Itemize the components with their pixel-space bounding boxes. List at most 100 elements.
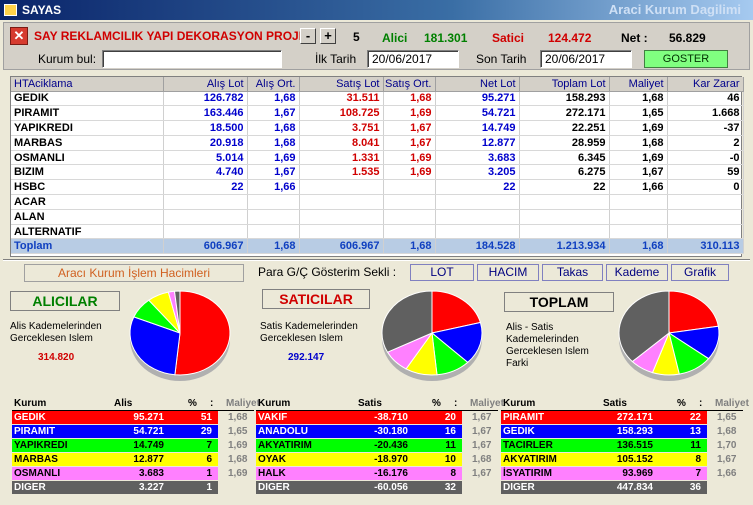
- table-cell: 1.668: [667, 105, 744, 122]
- table-cell: [435, 224, 520, 240]
- row-color-bar: [256, 425, 462, 438]
- minus-button[interactable]: -: [300, 28, 316, 44]
- list-value: -16.176: [374, 468, 408, 479]
- table-row[interactable]: ACAR: [11, 194, 744, 210]
- list-item[interactable]: PIRAMIT 272.171 22 1,65: [501, 411, 743, 425]
- close-icon[interactable]: ✕: [10, 27, 28, 45]
- column-header[interactable]: Satış Ort.: [383, 77, 436, 92]
- column-header[interactable]: Net Lot: [435, 77, 520, 92]
- list-header-label: Satis: [358, 398, 382, 409]
- column-header[interactable]: Kar Zarar: [667, 77, 744, 92]
- table-cell: 1,68: [383, 91, 436, 107]
- list-item[interactable]: AKYATIRIM 105.152 8 1,67: [501, 453, 743, 467]
- list-item[interactable]: OSMANLI 3.683 1 1,69: [12, 467, 254, 481]
- kurum-search-input[interactable]: [102, 50, 282, 68]
- table-cell: 1,67: [247, 164, 300, 181]
- table-cell: 3.205: [435, 164, 520, 181]
- table-row[interactable]: GEDIK 126.782 1,68 31.511 1,68 95.271 158.293 1…: [11, 91, 744, 107]
- table-cell: 1,67: [383, 135, 436, 151]
- list-item[interactable]: ANADOLU -30.180 16 1,67: [256, 425, 498, 439]
- list-item[interactable]: OYAK -18.970 10 1,68: [256, 453, 498, 467]
- list-item[interactable]: DIGER 3.227 1: [12, 481, 254, 495]
- list-item[interactable]: DIGER -60.056 32: [256, 481, 498, 495]
- goster-button[interactable]: GOSTER: [644, 50, 728, 68]
- list-broker-name: AKYATIRIM: [503, 454, 557, 465]
- kurum-label: Kurum bul:: [38, 52, 97, 66]
- table-row[interactable]: MARBAS 20.918 1,68 8.041 1,67 12.877 28.959 1,6…: [11, 135, 744, 151]
- list-broker-name: PIRAMIT: [14, 426, 56, 437]
- list-header: Kurum Alis%: Maliyet: [12, 398, 260, 411]
- list-item[interactable]: VAKIF -38.710 20 1,67: [256, 411, 498, 425]
- table-cell: [609, 194, 668, 210]
- araci-kurum-button[interactable]: Aracı Kurum İşlem Hacimleri: [24, 264, 244, 282]
- list-value: 14.749: [133, 440, 164, 451]
- column-header[interactable]: Satış Lot: [299, 77, 384, 92]
- list-item[interactable]: TACIRLER 136.515 11 1,70: [501, 439, 743, 453]
- table-cell: [299, 194, 384, 210]
- total-cell: 1,68: [383, 238, 436, 255]
- table-row[interactable]: HSBC 22 1,66 22 22 1,66 0: [11, 179, 744, 196]
- list-broker-name: İSYATIRIM: [503, 468, 552, 479]
- table-cell: 1,69: [609, 120, 668, 136]
- total-row: Toplam 606.967 1,68 606.967 1,68 184.528 1.213…: [11, 238, 744, 255]
- table-row[interactable]: ALAN: [11, 209, 744, 225]
- broker-name-cell: ALAN: [11, 209, 164, 225]
- list-item[interactable]: HALK -16.176 8 1,67: [256, 467, 498, 481]
- column-header[interactable]: Maliyet: [609, 77, 668, 92]
- table-row[interactable]: PIRAMIT 163.446 1,67 108.725 1,69 54.721 272.1…: [11, 105, 744, 122]
- toplam-pie: [618, 290, 720, 381]
- table-row[interactable]: YAPIKREDI 18.500 1,68 3.751 1,67 14.749 22.251…: [11, 120, 744, 136]
- row-color-bar: [12, 467, 218, 480]
- saticilar-button[interactable]: SATICILAR: [262, 289, 370, 309]
- tab-grafik[interactable]: Grafik: [671, 264, 729, 281]
- list-item[interactable]: GEDIK 158.293 13 1,68: [501, 425, 743, 439]
- list-item[interactable]: AKYATIRIM -20.436 11 1,67: [256, 439, 498, 453]
- column-header[interactable]: HTAciklama: [11, 77, 164, 92]
- table-row[interactable]: BIZIM 4.740 1,67 1.535 1,69 3.205 6.275 1,67 59: [11, 164, 744, 181]
- para-label: Para G/Ç Gösterim Sekli :: [258, 265, 397, 279]
- table-row[interactable]: OSMANLI 5.014 1,69 1.331 1,69 3.683 6.345 1,69-…: [11, 150, 744, 166]
- list-header-label: %: [188, 398, 197, 409]
- list-item[interactable]: GEDIK 95.271 51 1,68: [12, 411, 254, 425]
- table-cell: 1,67: [383, 120, 436, 136]
- column-header[interactable]: Alış Ort.: [247, 77, 300, 92]
- son-tarih-input[interactable]: 20/06/2017: [540, 50, 632, 68]
- list-value: -60.056: [374, 482, 408, 493]
- list-value: -20.436: [374, 440, 408, 451]
- alicilar-button[interactable]: ALICILAR: [10, 291, 120, 311]
- list-item[interactable]: DIGER 447.834 36: [501, 481, 743, 495]
- total-cell: 1.213.934: [519, 238, 610, 255]
- tab-kademe[interactable]: Kademe: [606, 264, 668, 281]
- column-header[interactable]: Alış Lot: [163, 77, 248, 92]
- table-cell: 1,69: [247, 150, 300, 166]
- table-cell: [383, 194, 436, 210]
- broker-name-cell: PIRAMIT: [11, 105, 164, 122]
- title-bar: SAYAS Araci Kurum Dagilimi: [0, 0, 753, 20]
- list-item[interactable]: MARBAS 12.877 6 1,68: [12, 453, 254, 467]
- list-value: 1,67: [472, 426, 492, 437]
- table-row[interactable]: ALTERNATIF: [11, 224, 744, 240]
- row-color-bar: [12, 453, 218, 466]
- row-color-bar: [256, 411, 462, 424]
- alicilar-pie: [129, 290, 231, 381]
- list-item[interactable]: İSYATIRIM 93.969 7 1,66: [501, 467, 743, 481]
- tab-takas[interactable]: Takas: [542, 264, 603, 281]
- tab-lot[interactable]: LOT: [410, 264, 474, 281]
- pie-slice: [173, 290, 181, 334]
- column-header[interactable]: Toplam Lot: [519, 77, 610, 92]
- satici-label: Satici: [492, 31, 525, 45]
- plus-button[interactable]: +: [320, 28, 336, 44]
- table-cell: [163, 209, 248, 225]
- ilk-tarih-input[interactable]: 20/06/2017: [367, 50, 459, 68]
- table-cell: [299, 179, 384, 196]
- toplam-button[interactable]: TOPLAM: [504, 292, 614, 312]
- list-value: 1,65: [717, 412, 737, 423]
- table-cell: 0: [667, 179, 744, 196]
- list-value: 7: [206, 440, 212, 451]
- tab-hacim[interactable]: HACIM: [477, 264, 539, 281]
- list-header-label: :: [454, 398, 458, 409]
- table-cell: 22: [519, 179, 610, 196]
- list-item[interactable]: PIRAMIT 54.721 29 1,65: [12, 425, 254, 439]
- list-item[interactable]: YAPIKREDI 14.749 7 1,69: [12, 439, 254, 453]
- table-cell: [609, 209, 668, 225]
